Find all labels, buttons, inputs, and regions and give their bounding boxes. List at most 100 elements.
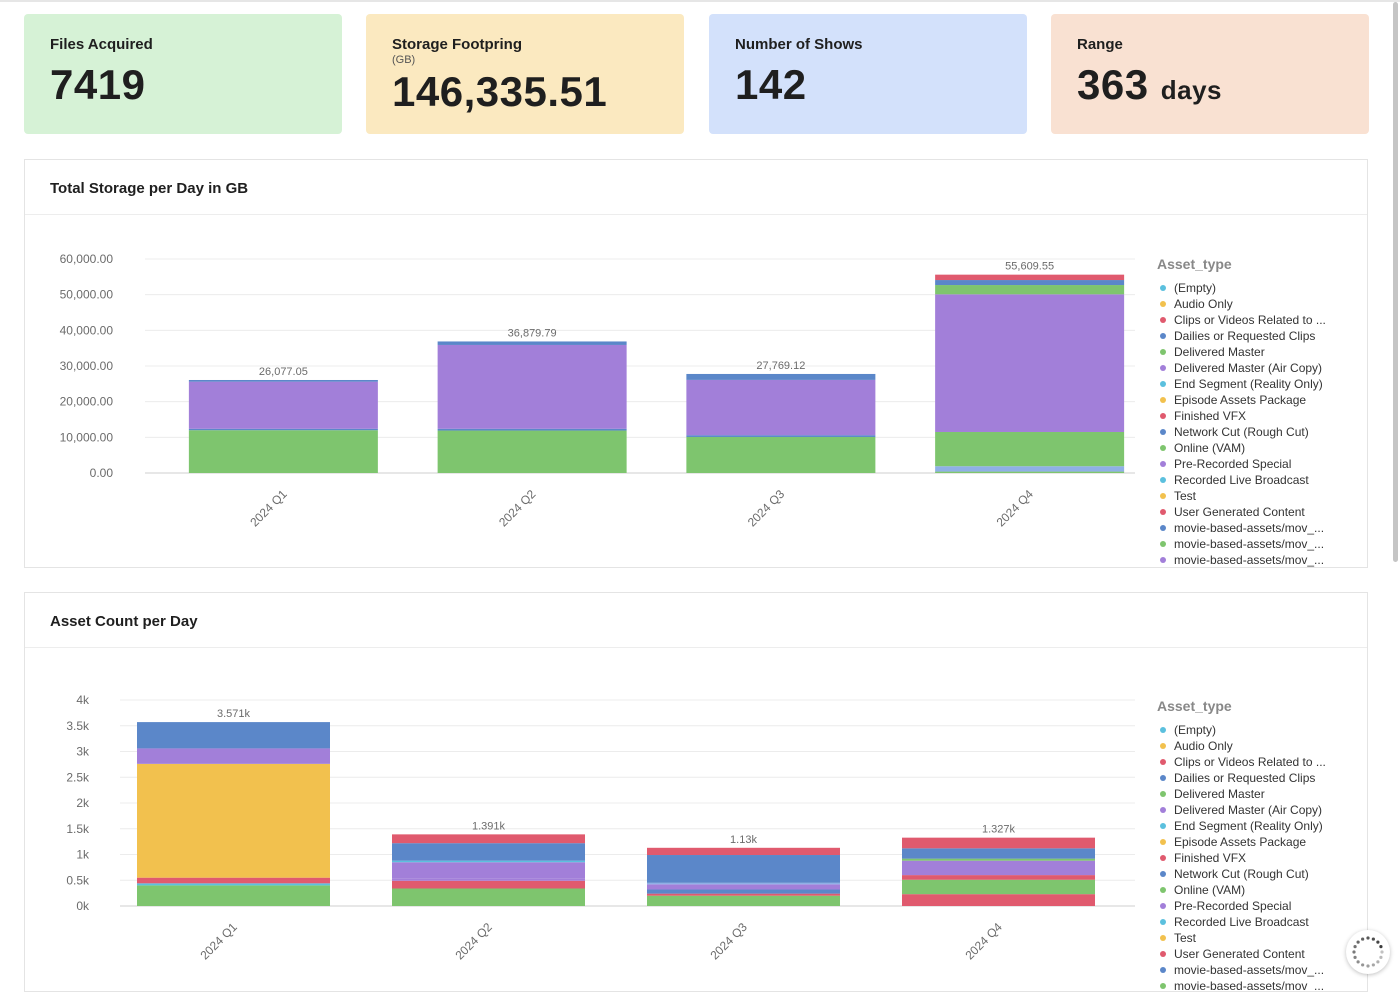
bar-segment[interactable] xyxy=(437,428,627,431)
bar-segment[interactable] xyxy=(647,893,840,896)
bar-segment[interactable] xyxy=(935,431,1125,467)
legend-item[interactable]: Pre-Recorded Special xyxy=(1157,456,1357,472)
legend-item[interactable]: Delivered Master xyxy=(1157,786,1357,802)
legend-item[interactable]: Network Cut (Rough Cut) xyxy=(1157,866,1357,882)
legend-label: Audio Only xyxy=(1174,739,1233,753)
bar-segment[interactable] xyxy=(902,858,1095,861)
legend-item[interactable]: User Generated Content xyxy=(1157,504,1357,520)
legend-item[interactable]: Clips or Videos Related to ... xyxy=(1157,312,1357,328)
bar-segment[interactable] xyxy=(188,381,378,429)
bar-segment[interactable] xyxy=(137,763,330,878)
legend-item[interactable]: Recorded Live Broadcast xyxy=(1157,472,1357,488)
legend-item[interactable]: movie-based-assets/mov_... xyxy=(1157,552,1357,567)
bar-segment[interactable] xyxy=(392,880,585,889)
bar-segment[interactable] xyxy=(188,430,378,473)
asset-count-chart-legend: Asset_type (Empty) Audio Only Clips or Vide… xyxy=(1157,698,1357,991)
bar-segment[interactable] xyxy=(935,471,1125,473)
scrollbar-thumb[interactable] xyxy=(1393,2,1398,562)
y-tick-label: 0.00 xyxy=(90,466,114,480)
legend-item[interactable]: movie-based-assets/mov_... xyxy=(1157,536,1357,552)
bar-segment[interactable] xyxy=(647,855,840,883)
legend-dot-icon xyxy=(1160,525,1166,532)
legend-item[interactable]: Audio Only xyxy=(1157,296,1357,312)
bar-segment[interactable] xyxy=(935,280,1125,286)
legend-item[interactable]: User Generated Content xyxy=(1157,946,1357,962)
legend-dot-icon xyxy=(1160,461,1166,468)
bar-segment[interactable] xyxy=(392,888,585,906)
bar-segment[interactable] xyxy=(902,879,1095,895)
bar-segment[interactable] xyxy=(935,466,1125,472)
legend-item[interactable]: Finished VFX xyxy=(1157,850,1357,866)
legend-item[interactable]: movie-based-assets/mov_... xyxy=(1157,520,1357,536)
legend-item[interactable]: (Empty) xyxy=(1157,722,1357,738)
legend-item[interactable]: Clips or Videos Related to ... xyxy=(1157,754,1357,770)
bar-segment[interactable] xyxy=(935,285,1125,295)
legend-item[interactable]: Episode Assets Package xyxy=(1157,392,1357,408)
bar-segment[interactable] xyxy=(647,884,840,890)
bar-segment[interactable] xyxy=(137,883,330,886)
legend-item[interactable]: Network Cut (Rough Cut) xyxy=(1157,424,1357,440)
legend-item[interactable]: Online (VAM) xyxy=(1157,440,1357,456)
storage-chart-legend: Asset_type (Empty) Audio Only Clips or Vide… xyxy=(1157,256,1357,567)
legend-item[interactable]: Test xyxy=(1157,488,1357,504)
legend-item[interactable]: movie-based-assets/mov_... xyxy=(1157,978,1357,991)
bar-segment[interactable] xyxy=(437,344,627,429)
bar-segment[interactable] xyxy=(392,878,585,881)
legend-item[interactable]: Recorded Live Broadcast xyxy=(1157,914,1357,930)
legend-item[interactable]: Online (VAM) xyxy=(1157,882,1357,898)
bar-segment[interactable] xyxy=(902,860,1095,876)
bar-segment[interactable] xyxy=(392,834,585,844)
bar-segment[interactable] xyxy=(137,885,330,906)
panel-title: Total Storage per Day in GB xyxy=(25,160,1367,215)
legend-dot-icon xyxy=(1160,775,1166,782)
bar-segment[interactable] xyxy=(137,877,330,884)
legend-item[interactable]: Episode Assets Package xyxy=(1157,834,1357,850)
kpi-label: Range xyxy=(1077,36,1123,53)
legend-item[interactable]: (Empty) xyxy=(1157,280,1357,296)
legend-item[interactable]: End Segment (Reality Only) xyxy=(1157,376,1357,392)
bar-segment[interactable] xyxy=(902,848,1095,859)
bar-segment[interactable] xyxy=(647,889,840,894)
legend-item[interactable]: Dailies or Requested Clips xyxy=(1157,328,1357,344)
bar-segment[interactable] xyxy=(188,379,378,382)
bar-segment[interactable] xyxy=(935,294,1125,432)
y-tick-label: 40,000.00 xyxy=(60,323,114,337)
legend-item[interactable]: Delivered Master (Air Copy) xyxy=(1157,360,1357,376)
bar-segment[interactable] xyxy=(437,341,627,345)
bar-segment[interactable] xyxy=(902,837,1095,849)
bar-segment[interactable] xyxy=(686,435,876,437)
bar-segment[interactable] xyxy=(137,722,330,749)
legend-item[interactable]: Audio Only xyxy=(1157,738,1357,754)
storage-chart-panel: Total Storage per Day in GB 60,000.00 50,… xyxy=(24,159,1368,568)
bar-segment[interactable] xyxy=(392,860,585,863)
bar-segment[interactable] xyxy=(647,847,840,856)
bar-segment[interactable] xyxy=(902,894,1095,906)
legend-label: Network Cut (Rough Cut) xyxy=(1174,425,1309,439)
legend-dot-icon xyxy=(1160,823,1166,830)
legend-item[interactable]: End Segment (Reality Only) xyxy=(1157,818,1357,834)
bar-segment[interactable] xyxy=(647,895,840,906)
legend-label: Delivered Master (Air Copy) xyxy=(1174,361,1323,375)
legend-item[interactable]: Delivered Master (Air Copy) xyxy=(1157,802,1357,818)
bar-segment[interactable] xyxy=(686,373,876,380)
bar-segment[interactable] xyxy=(935,274,1125,281)
bar-segment[interactable] xyxy=(647,882,840,885)
bar-segment[interactable] xyxy=(437,430,627,473)
bar-segment[interactable] xyxy=(902,875,1095,880)
kpi-number-of-shows: Number of Shows 142 xyxy=(709,14,1027,134)
bar-segment[interactable] xyxy=(686,379,876,436)
bar-segment[interactable] xyxy=(686,436,876,473)
legend-item[interactable]: Delivered Master xyxy=(1157,344,1357,360)
legend-item[interactable]: movie-based-assets/mov_... xyxy=(1157,962,1357,978)
legend-label: movie-based-assets/mov_... xyxy=(1174,537,1325,551)
bar-segment[interactable] xyxy=(392,843,585,861)
legend-item[interactable]: Pre-Recorded Special xyxy=(1157,898,1357,914)
legend-label: Test xyxy=(1174,489,1197,503)
bar-segment[interactable] xyxy=(137,748,330,764)
page-scrollbar[interactable] xyxy=(1392,0,1400,987)
legend-item[interactable]: Finished VFX xyxy=(1157,408,1357,424)
bar-segment[interactable] xyxy=(188,428,378,431)
bar-segment[interactable] xyxy=(392,862,585,879)
legend-item[interactable]: Test xyxy=(1157,930,1357,946)
legend-item[interactable]: Dailies or Requested Clips xyxy=(1157,770,1357,786)
